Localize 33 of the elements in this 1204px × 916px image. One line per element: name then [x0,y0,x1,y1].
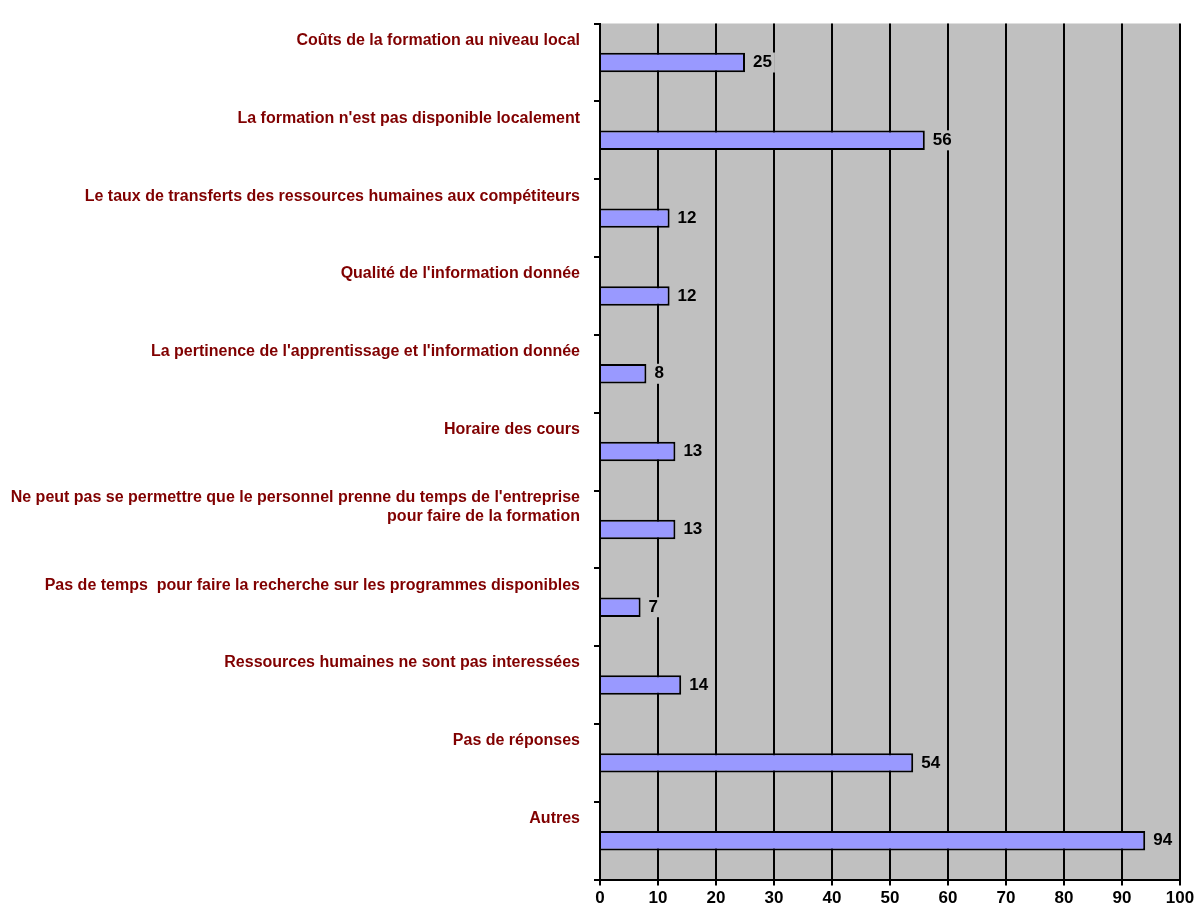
data-label: 12 [677,285,697,305]
y-tick-label: Ressources humaines ne sont pas interessées [224,653,581,671]
y-tick-label: Qualité de l'information donnée [340,264,581,282]
y-tick-label: La pertinence de l'apprentissage et l'information donnée [150,342,581,360]
y-tick-label: Autres [529,809,581,827]
x-tick-label: 80 [1054,888,1074,908]
data-label: 12 [677,207,697,227]
data-label: 8 [654,363,664,383]
x-tick-label: 20 [706,888,726,908]
data-label: 54 [921,752,941,772]
x-tick-label: 30 [764,888,784,908]
data-label: 14 [689,674,709,694]
data-label: 25 [753,52,772,72]
x-tick-label: 100 [1165,888,1195,908]
y-tick-label: Horaire des cours [443,420,581,438]
y-tick-label: Ne peut pas se permettre que le personnel prenne du temps de l'entreprise pour faire de la formation [10,488,581,525]
x-tick-label: 40 [822,888,842,908]
data-label: 94 [1153,830,1173,850]
x-tick-label: 90 [1112,888,1132,908]
y-tick-label: Coûts de la formation au niveau local [296,30,580,48]
data-label: 56 [932,130,952,150]
data-label: 13 [683,441,703,461]
y-tick-label: Le taux de transferts des ressources humaines aux compétiteurs [84,186,581,204]
y-tick-label: Pas de temps pour faire la recherche sur les programmes disponibles [44,575,581,593]
x-tick-label: 70 [996,888,1016,908]
x-tick-label: 60 [938,888,958,908]
x-tick-label: 10 [648,888,668,908]
y-tick-label: Pas de réponses [452,731,581,749]
data-label: 13 [683,519,703,539]
x-tick-label: 50 [880,888,900,908]
y-tick-label: La formation n'est pas disponible localement [237,108,581,126]
x-tick-label: 0 [595,888,605,908]
data-label: 7 [648,596,659,616]
